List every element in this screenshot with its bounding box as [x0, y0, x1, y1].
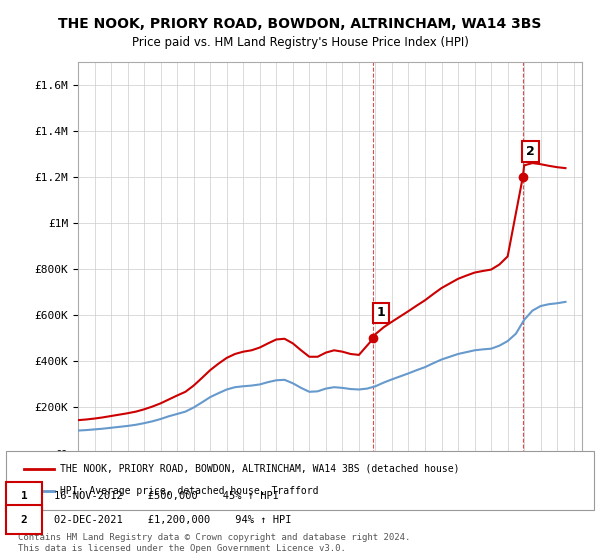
Text: 02-DEC-2021    £1,200,000    94% ↑ HPI: 02-DEC-2021 £1,200,000 94% ↑ HPI — [54, 515, 292, 525]
Text: HPI: Average price, detached house, Trafford: HPI: Average price, detached house, Traf… — [60, 486, 319, 496]
Text: Contains HM Land Registry data © Crown copyright and database right 2024.
This d: Contains HM Land Registry data © Crown c… — [18, 533, 410, 553]
Text: Price paid vs. HM Land Registry's House Price Index (HPI): Price paid vs. HM Land Registry's House … — [131, 36, 469, 49]
Text: 2: 2 — [526, 145, 535, 158]
Text: 2: 2 — [20, 515, 28, 525]
Text: 1: 1 — [20, 491, 28, 501]
Text: THE NOOK, PRIORY ROAD, BOWDON, ALTRINCHAM, WA14 3BS: THE NOOK, PRIORY ROAD, BOWDON, ALTRINCHA… — [58, 17, 542, 31]
Text: 1: 1 — [377, 306, 386, 319]
Text: 16-NOV-2012    £500,000    45% ↑ HPI: 16-NOV-2012 £500,000 45% ↑ HPI — [54, 491, 279, 501]
Text: THE NOOK, PRIORY ROAD, BOWDON, ALTRINCHAM, WA14 3BS (detached house): THE NOOK, PRIORY ROAD, BOWDON, ALTRINCHA… — [60, 464, 460, 474]
